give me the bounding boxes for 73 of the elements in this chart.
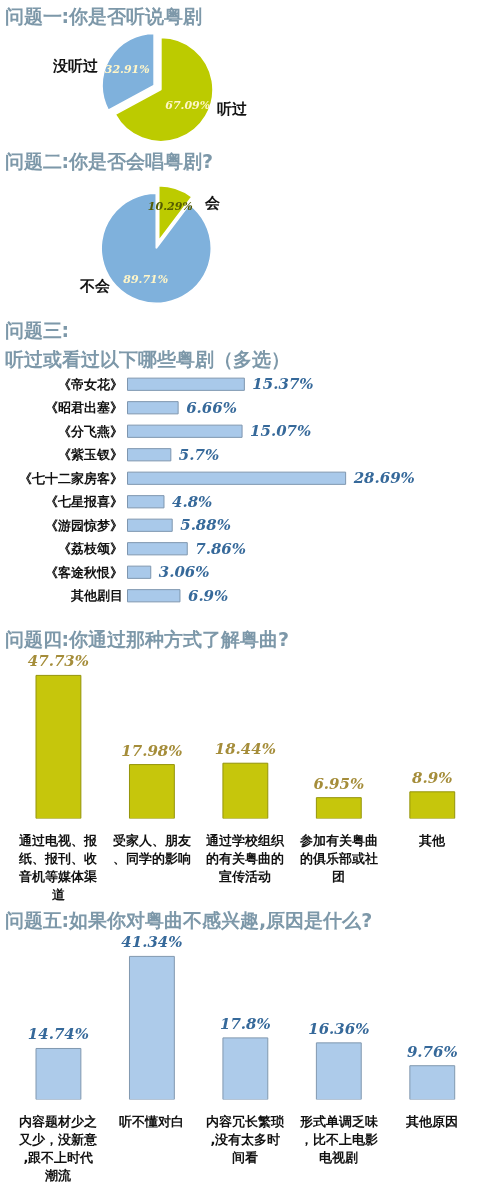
data-label: 16.36%: [308, 1019, 370, 1038]
bar: [127, 401, 179, 415]
bar: [127, 518, 173, 532]
x-tick-label: 内容题材少之又少，没新意,跟不上时代潮流: [18, 1113, 99, 1183]
data-label: 8.9%: [412, 768, 453, 787]
bar: [128, 764, 175, 819]
bar: [127, 565, 152, 579]
y-tick-label: 《分飞燕》: [57, 423, 123, 439]
chart-title: 问题三:: [4, 319, 70, 341]
bar: [127, 495, 165, 509]
slice-label: 会: [204, 193, 222, 212]
data-label: 5.7%: [178, 445, 220, 464]
data-label: 9.76%: [406, 1042, 458, 1061]
y-tick-label: 《紫玉钗》: [57, 447, 123, 463]
bar: [315, 1042, 362, 1100]
data-label: 15.07%: [250, 422, 312, 441]
bar: [127, 589, 181, 603]
x-tick-label: 听不懂对白: [119, 1113, 185, 1129]
data-label: 14.74%: [27, 1025, 90, 1044]
data-label: 17.8%: [219, 1014, 271, 1033]
data-label: 6.9%: [187, 586, 229, 605]
x-tick-label: 其他: [418, 832, 447, 848]
bar: [128, 955, 175, 1100]
chart-title: 问题一:你是否听说粤剧: [4, 5, 203, 27]
bar: [127, 542, 188, 556]
y-tick-label: 《客途秋恨》: [44, 564, 123, 580]
data-label: 32.91%: [104, 63, 150, 76]
x-tick-label: 参加有关粤曲的俱乐部或社团: [298, 832, 378, 884]
y-tick-label: 《七十二家房客》: [18, 470, 123, 486]
data-label: 18.44%: [214, 740, 276, 759]
x-tick-label: 其他原因: [405, 1113, 459, 1129]
y-tick-label: 《帝女花》: [57, 376, 123, 392]
bar: [409, 1065, 456, 1100]
y-tick-label: 《七星报喜》: [44, 494, 123, 510]
data-label: 4.8%: [171, 492, 213, 511]
bar: [127, 471, 347, 485]
data-label: 6.95%: [313, 774, 365, 793]
data-label: 89.71%: [123, 273, 169, 287]
y-tick-label: 《昭君出塞》: [44, 400, 123, 416]
x-tick-label: 通过学校组织的有关粤曲的宣传活动: [205, 832, 286, 884]
data-label: 28.69%: [352, 469, 415, 488]
bar: [35, 674, 82, 819]
y-tick-label: 《游园惊梦》: [44, 517, 123, 533]
bar: [222, 1037, 269, 1100]
data-label: 67.09%: [165, 99, 211, 112]
x-tick-label: 形式单调乏味，比不上电影电视剧: [298, 1113, 379, 1165]
data-label: 6.66%: [186, 398, 237, 417]
data-label: 15.37%: [252, 375, 314, 394]
y-tick-label: 《荔枝颂》: [57, 541, 123, 557]
chart-title: 问题四:你通过那种方式了解粤曲?: [4, 628, 290, 650]
data-label: 47.73%: [27, 652, 90, 671]
y-tick-label: 其他剧目: [69, 588, 123, 604]
x-tick-label: 通过电视、报纸、报刊、收音机等媒体渠道: [18, 832, 99, 902]
bar: [127, 377, 245, 391]
data-label: 5.88%: [180, 516, 231, 535]
data-label: 3.06%: [158, 563, 210, 582]
data-label: 7.86%: [195, 539, 247, 558]
slice-label: 没听过: [52, 57, 100, 76]
x-tick-label: 内容冗长繁琐,没有太多时间看: [206, 1113, 285, 1165]
x-tick-label: 受家人、朋友、同学的影响: [111, 832, 191, 866]
bar: [35, 1047, 82, 1100]
chart-title: 问题五:如果你对粤曲不感兴趣,原因是什么?: [4, 909, 373, 931]
bar: [127, 448, 172, 462]
bar: [315, 797, 362, 819]
data-label: 41.34%: [121, 933, 183, 952]
data-label: 17.98%: [121, 741, 183, 760]
chart-title: 问题二:你是否会唱粤剧?: [4, 150, 214, 172]
slice-label: 不会: [78, 277, 111, 296]
slice-label: 听过: [216, 99, 248, 118]
bar: [222, 762, 269, 819]
chart-subtitle: 听过或看过以下哪些粤剧（多选）: [4, 348, 290, 370]
bar: [127, 424, 243, 438]
bar: [409, 791, 456, 819]
